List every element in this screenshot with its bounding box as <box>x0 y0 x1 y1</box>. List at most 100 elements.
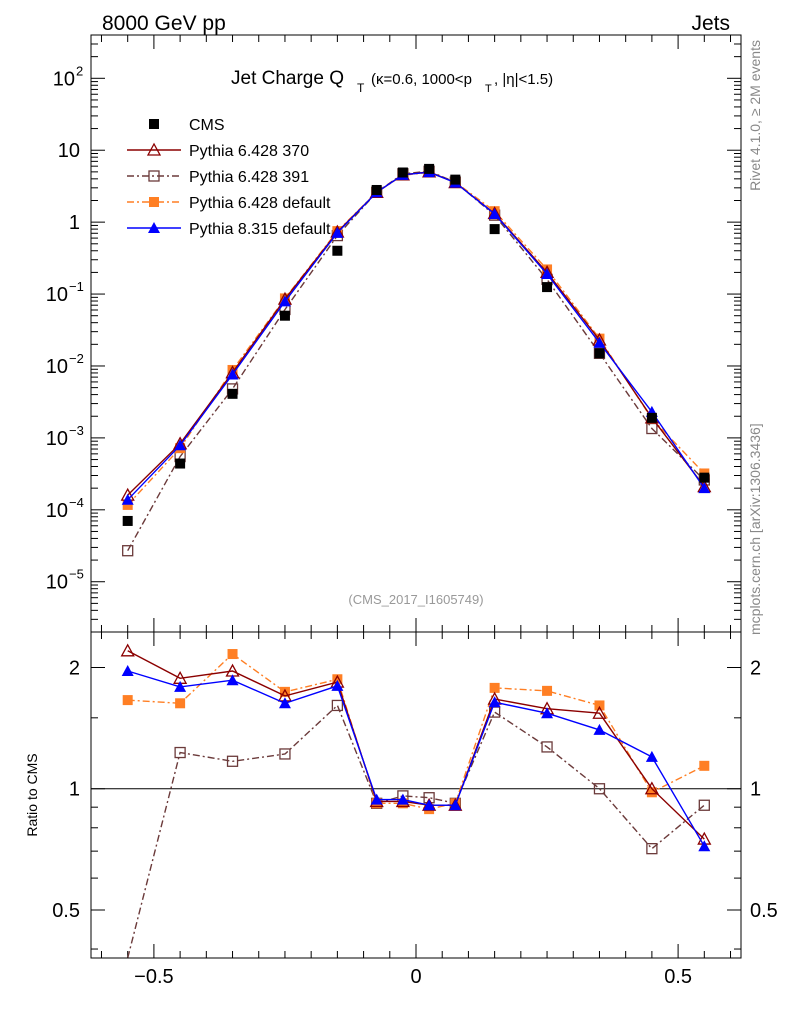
ratio-point-p6-default <box>646 787 657 798</box>
data-point-cms <box>450 174 461 185</box>
y-tick-exponent: −2 <box>69 351 84 366</box>
data-point-cms <box>424 163 435 174</box>
legend-label: Pythia 6.428 default <box>189 195 331 212</box>
ratio-series-p8-default <box>121 665 711 852</box>
ratio-point-p8-default <box>331 679 344 691</box>
analysis-watermark: (CMS_2017_I1605749) <box>348 592 483 607</box>
legend-marker <box>146 142 162 156</box>
rivet-version-label: Rivet 4.1.0, ≥ 2M events <box>747 40 763 191</box>
data-point-cms <box>371 184 382 195</box>
data-point-p8-default <box>278 295 291 307</box>
data-point-p6-default <box>122 499 133 510</box>
data-point-p6-391 <box>122 545 134 557</box>
x-tick-label: 0.5 <box>664 966 692 988</box>
legend-marker <box>148 222 160 233</box>
legend-label: Pythia 6.428 370 <box>189 143 309 160</box>
x-tick-label: 0 <box>410 966 421 988</box>
series-p6-default <box>122 167 710 510</box>
legend-label: Pythia 8.315 default <box>189 221 331 238</box>
series-line-p8-default <box>127 171 705 501</box>
y-tick-exponent: −4 <box>69 495 84 510</box>
ratio-point-p6-391 <box>541 741 553 753</box>
ratio-point-p8-default <box>423 799 436 811</box>
ratio-y-tick-label: 1 <box>69 779 80 801</box>
ratio-point-p6-391 <box>174 746 186 759</box>
main-plot-series <box>120 163 712 557</box>
process-label: Jets <box>691 12 730 35</box>
y-tick-label: 10 <box>46 428 68 450</box>
ratio-plot-frame <box>90 631 742 959</box>
ratio-point-p6-default <box>489 682 500 693</box>
ratio-y-tick-label-right: 0.5 <box>750 900 778 922</box>
ratio-point-p6-default <box>594 700 605 711</box>
ratio-point-p6-default <box>332 674 343 685</box>
ratio-axis-label: Ratio to CMS <box>24 753 40 836</box>
ratio-y-tick-label-right: 1 <box>750 779 761 801</box>
data-point-p8-default <box>488 207 501 219</box>
ratio-point-p6-391 <box>331 699 344 712</box>
ratio-point-p6-default <box>122 695 133 706</box>
ratio-point-p8-default <box>226 674 239 686</box>
y-tick-label: 10 <box>46 284 68 306</box>
x-tick-label: −0.5 <box>134 966 173 988</box>
data-point-p8-default <box>541 268 554 280</box>
legend-label: CMS <box>189 117 225 134</box>
data-point-cms <box>397 167 408 178</box>
data-point-cms <box>594 348 605 359</box>
ratio-point-p8-default <box>396 793 409 805</box>
data-point-p8-default <box>226 368 239 380</box>
ratio-y-tick-label: 0.5 <box>52 900 80 922</box>
y-tick-label: 10 <box>46 572 68 594</box>
data-point-cms <box>332 245 343 256</box>
ratio-point-p6-default <box>699 760 710 771</box>
y-tick-exponent: −3 <box>69 423 84 438</box>
y-tick-label: 10 <box>53 68 75 90</box>
ratio-point-p8-default <box>370 793 383 805</box>
legend-marker <box>149 197 159 207</box>
ratio-point-p6-370 <box>644 781 659 795</box>
ratio-line-p6-370 <box>127 650 705 840</box>
legend-label: Pythia 6.428 391 <box>189 169 309 186</box>
ratio-point-p6-default <box>542 685 553 696</box>
ratio-point-p6-370 <box>120 643 135 657</box>
legend: CMS Pythia 6.428 370 Pythia 6.428 391 Pythi… <box>127 117 331 238</box>
title-sub-t2: T <box>485 83 492 95</box>
ratio-series-p6-391 <box>127 699 710 959</box>
mcplots-source-label: mcplots.cern.ch [arXiv:1306.3436] <box>747 423 763 635</box>
y-tick-exponent: −5 <box>69 567 84 582</box>
ratio-point-p8-default <box>488 696 501 708</box>
ratio-point-p6-default <box>175 698 186 709</box>
legend-marker <box>148 170 160 182</box>
title-prefix: Jet Charge Q <box>231 68 344 89</box>
ratio-line-p6-391 <box>127 704 705 959</box>
ratio-point-p6-391 <box>279 748 291 760</box>
y-tick-label: 1 <box>69 212 80 234</box>
data-point-cms <box>279 310 290 321</box>
data-point-p8-default <box>331 226 344 238</box>
series-p6-370 <box>120 164 712 501</box>
ratio-line-p6-default <box>127 653 705 810</box>
y-tick-label: 10 <box>46 500 68 522</box>
ratio-point-p8-default <box>174 680 187 692</box>
ratio-point-p8-default <box>541 707 554 719</box>
ratio-point-p8-default <box>698 840 711 852</box>
ratio-plot-axes: 0.5 0.5 1 1 2 2 −0.5 0 0.5 <box>52 632 778 988</box>
ratio-point-p6-391 <box>226 755 239 767</box>
ratio-series-p6-370 <box>120 643 712 845</box>
data-point-cms <box>699 472 710 483</box>
ratio-point-p6-391 <box>698 799 710 811</box>
ratio-point-p6-391 <box>646 843 658 855</box>
series-line-p6-391 <box>127 170 705 552</box>
energy-label: 8000 GeV pp <box>102 12 226 35</box>
data-point-p8-default <box>698 482 711 494</box>
ratio-point-p8-default <box>645 750 658 762</box>
ratio-y-tick-label: 2 <box>69 657 80 679</box>
ratio-plot-series <box>120 643 712 959</box>
data-point-cms <box>175 458 186 469</box>
data-point-cms <box>122 515 133 526</box>
ratio-point-p6-370 <box>592 705 607 719</box>
ratio-point-p6-default <box>227 649 238 660</box>
data-point-p8-default <box>593 336 606 348</box>
y-tick-label: 10 <box>58 140 80 162</box>
